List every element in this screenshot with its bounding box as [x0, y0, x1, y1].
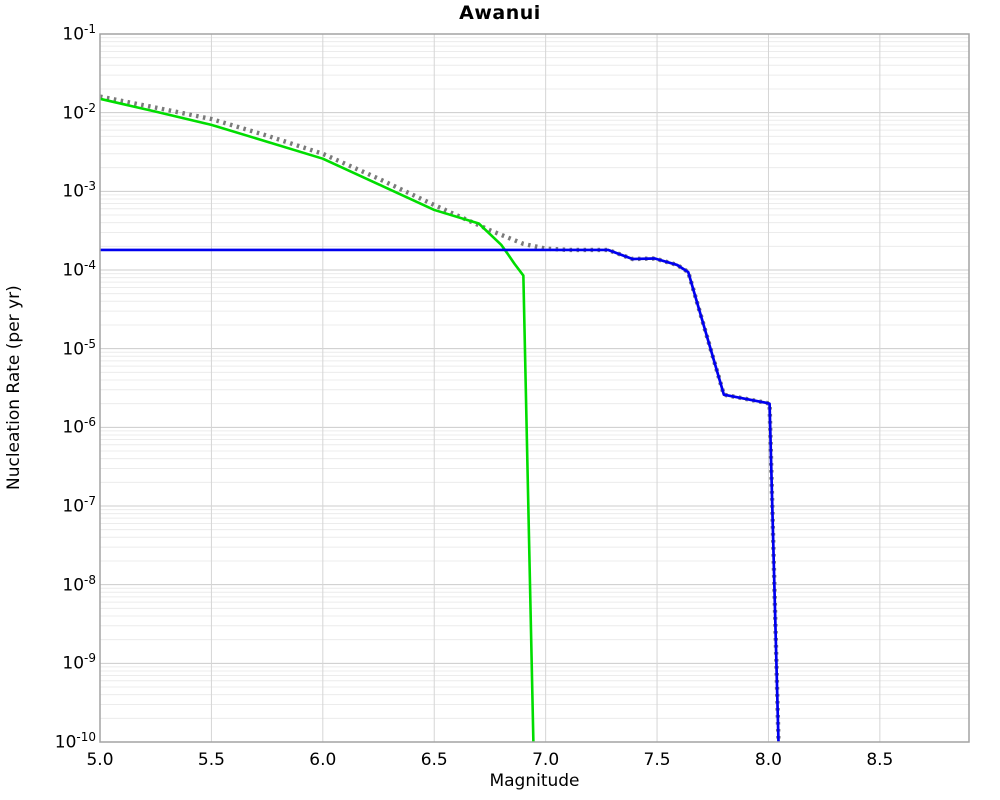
y-tick-label: 10-4 — [62, 258, 96, 281]
y-tick-label: 10-3 — [62, 179, 96, 202]
x-axis-label: Magnitude — [489, 771, 580, 791]
x-tick-label: 6.0 — [309, 750, 337, 770]
x-tick-label: 5.0 — [86, 750, 114, 770]
x-tick-label: 8.0 — [754, 750, 782, 770]
y-tick-label: 10-1 — [62, 22, 96, 45]
x-tick-label: 8.5 — [866, 750, 894, 770]
series-capped-rate-blue — [100, 248, 780, 743]
x-tick-label: 7.0 — [532, 750, 560, 770]
x-tick-label: 5.5 — [197, 750, 225, 770]
chart-title: Awanui — [459, 2, 541, 24]
y-tick-label: 10-7 — [62, 494, 96, 517]
y-tick-label: 10-6 — [62, 415, 96, 438]
plot-background — [100, 34, 969, 742]
y-tick-label: 10-9 — [62, 651, 96, 674]
series-fault-curve-green — [99, 97, 535, 743]
x-tick-label: 7.5 — [643, 750, 671, 770]
y-tick-label: 10-8 — [62, 572, 96, 596]
y-tick-label: 10-5 — [62, 336, 96, 360]
series-group — [99, 94, 781, 743]
x-tick-label: 6.5 — [420, 750, 448, 770]
plot-frame — [99, 33, 970, 743]
y-tick-label: 10-2 — [62, 100, 96, 124]
y-tick-label: 10-10 — [54, 730, 96, 753]
